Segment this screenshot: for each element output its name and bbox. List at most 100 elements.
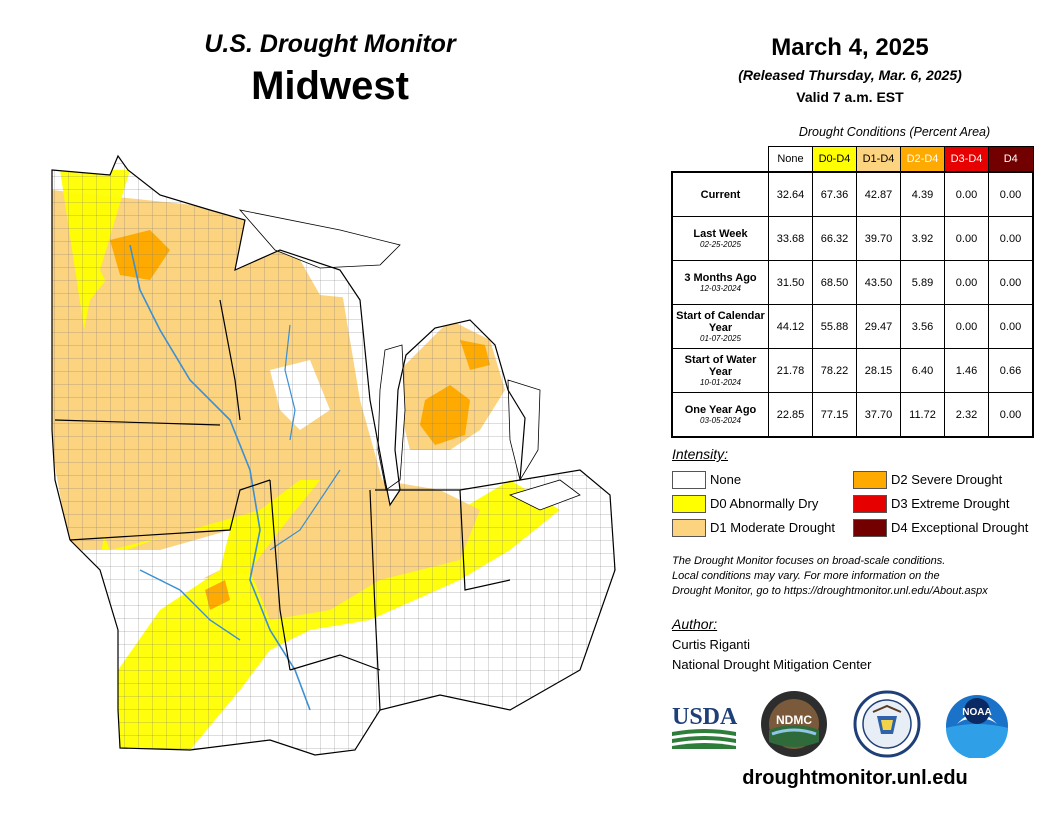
legend-swatch xyxy=(672,519,706,537)
row-label: One Year Ago 03-05-2024 xyxy=(671,392,769,438)
cell-value: 39.70 xyxy=(856,216,901,261)
cell-value: 78.22 xyxy=(812,348,857,393)
table-row: Current 32.64 67.36 42.87 4.39 0.00 0.00 xyxy=(671,171,1034,217)
cell-value: 77.15 xyxy=(812,392,857,438)
author-org: National Drought Mitigation Center xyxy=(672,657,872,672)
usda-logo-text: USDA xyxy=(672,704,738,730)
legend-swatch xyxy=(853,495,887,513)
cell-value: 11.72 xyxy=(900,392,945,438)
row-label: Last Week 02-25-2025 xyxy=(671,216,769,261)
cell-value: 21.78 xyxy=(768,348,813,393)
table-row: 3 Months Ago 12-03-2024 31.50 68.50 43.50… xyxy=(671,260,1034,305)
usda-logo: USDA xyxy=(672,704,738,749)
col-none: None xyxy=(768,146,813,173)
cell-value: 66.32 xyxy=(812,216,857,261)
doc-seal-logo xyxy=(853,690,921,758)
illinois-river xyxy=(269,469,341,551)
state-borders xyxy=(51,154,616,756)
wisconsin-river xyxy=(284,324,296,441)
legend-label: D2 Severe Drought xyxy=(891,472,1003,487)
legend-swatch xyxy=(853,519,887,537)
row-label-text: Start of Water Year xyxy=(684,353,757,378)
cell-value: 0.00 xyxy=(988,304,1034,349)
legend-label: D3 Extreme Drought xyxy=(891,496,1010,511)
drought-monitor-note: The Drought Monitor focuses on broad-sca… xyxy=(672,554,1042,599)
cell-value: 4.39 xyxy=(900,171,945,217)
col-d3-d4: D3-D4 xyxy=(944,146,989,173)
row-date: 10-01-2024 xyxy=(700,377,741,387)
legend-title: Intensity: xyxy=(672,446,729,462)
cell-value: 0.00 xyxy=(988,171,1034,217)
legend-label: D0 Abnormally Dry xyxy=(710,496,819,511)
cell-value: 33.68 xyxy=(768,216,813,261)
cell-value: 0.00 xyxy=(944,216,989,261)
cell-value: 68.50 xyxy=(812,260,857,305)
lake-erie xyxy=(508,479,581,511)
row-label-text: Start of Calendar Year xyxy=(676,309,765,334)
cell-value: 0.00 xyxy=(988,260,1034,305)
lake-michigan xyxy=(377,344,406,491)
none-area-upper-michigan xyxy=(460,200,520,270)
legend-swatch xyxy=(672,495,706,513)
release-date: (Released Thursday, Mar. 6, 2025) xyxy=(738,67,962,83)
row-date: 12-03-2024 xyxy=(700,283,741,293)
noaa-logo: NOAA xyxy=(946,695,1008,758)
cell-value: 2.32 xyxy=(944,392,989,438)
table-caption: Drought Conditions (Percent Area) xyxy=(798,125,991,139)
row-date: 02-25-2025 xyxy=(700,239,741,249)
table-corner xyxy=(672,147,769,173)
row-label: Start of Calendar Year 01-07-2025 xyxy=(671,304,769,349)
col-d0-d4: D0-D4 xyxy=(812,146,857,173)
col-d1-d4: D1-D4 xyxy=(856,146,901,173)
table-row: Last Week 02-25-2025 33.68 66.32 39.70 3.… xyxy=(671,216,1034,261)
row-date: 01-07-2025 xyxy=(700,333,741,343)
map-title-top: U.S. Drought Monitor xyxy=(204,30,456,58)
cell-value: 0.66 xyxy=(988,348,1034,393)
cell-value: 5.89 xyxy=(900,260,945,305)
cell-value: 0.00 xyxy=(944,304,989,349)
note-line: The Drought Monitor focuses on broad-sca… xyxy=(672,555,946,567)
lake-superior xyxy=(238,209,401,269)
drought-stats-table: None D0-D4 D1-D4 D2-D4 D3-D4 D4 Current … xyxy=(671,146,1034,438)
note-line: Drought Monitor, go to https://droughtmo… xyxy=(672,585,988,597)
ndmc-logo: NDMC xyxy=(761,691,827,757)
cell-value: 67.36 xyxy=(812,171,857,217)
table-header-row: None D0-D4 D1-D4 D2-D4 D3-D4 D4 xyxy=(672,146,1034,173)
cell-value: 1.46 xyxy=(944,348,989,393)
cell-value: 43.50 xyxy=(856,260,901,305)
row-label-text: Current xyxy=(700,188,741,201)
cell-value: 3.92 xyxy=(900,216,945,261)
cell-value: 37.70 xyxy=(856,392,901,438)
cell-value: 6.40 xyxy=(900,348,945,393)
site-url[interactable]: droughtmonitor.unl.edu xyxy=(742,767,968,789)
ndmc-logo-text: NDMC xyxy=(776,713,812,727)
row-label: 3 Months Ago 12-03-2024 xyxy=(671,260,769,305)
cell-value: 3.56 xyxy=(900,304,945,349)
drought-map xyxy=(51,154,616,756)
row-label-text: One Year Ago xyxy=(684,403,757,416)
valid-time: Valid 7 a.m. EST xyxy=(796,89,904,105)
cell-value: 0.00 xyxy=(944,171,989,217)
cell-value: 31.50 xyxy=(768,260,813,305)
legend-swatch xyxy=(672,471,706,489)
legend-label: D4 Exceptional Drought xyxy=(891,520,1029,535)
row-label: Current xyxy=(671,171,769,217)
table-row: Start of Calendar Year 01-07-2025 44.12 5… xyxy=(671,304,1034,349)
cell-value: 44.12 xyxy=(768,304,813,349)
note-line: Local conditions may vary. For more info… xyxy=(672,570,940,582)
legend-label: None xyxy=(710,472,742,487)
cell-value: 55.88 xyxy=(812,304,857,349)
col-d4: D4 xyxy=(988,146,1034,173)
table-row: One Year Ago 03-05-2024 22.85 77.15 37.70… xyxy=(671,392,1034,438)
row-label-text: Last Week xyxy=(693,227,748,240)
cell-value: 0.00 xyxy=(944,260,989,305)
author-name: Curtis Riganti xyxy=(672,637,751,652)
table-row: Start of Water Year 10-01-2024 21.78 78.2… xyxy=(671,348,1034,393)
cell-value: 29.47 xyxy=(856,304,901,349)
cell-value: 28.15 xyxy=(856,348,901,393)
mississippi-river xyxy=(129,244,311,711)
missouri-river xyxy=(139,569,241,641)
row-label-text: 3 Months Ago xyxy=(684,271,757,284)
map-region-title: Midwest xyxy=(251,64,409,108)
row-date: 03-05-2024 xyxy=(700,415,741,425)
